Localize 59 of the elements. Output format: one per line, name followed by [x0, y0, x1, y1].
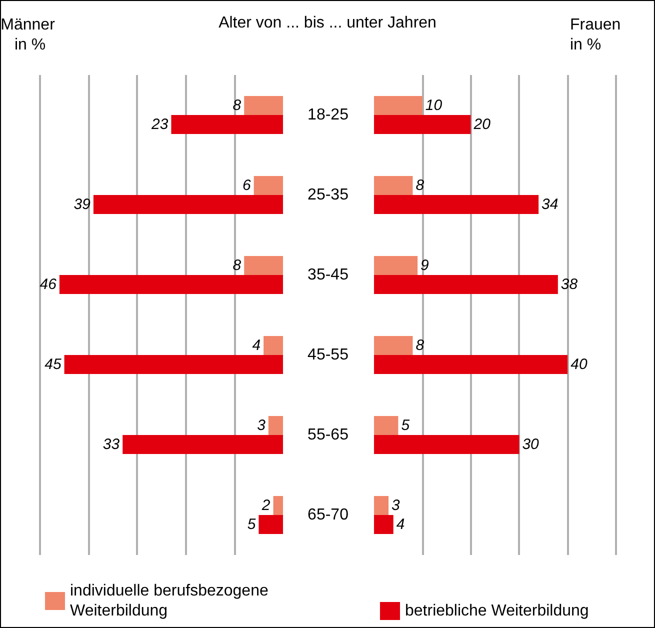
data-label: 10: [425, 97, 443, 114]
data-label: 23: [150, 116, 169, 133]
bar: [122, 435, 283, 454]
bar: [374, 435, 520, 454]
data-label: 8: [232, 97, 242, 114]
y-tick-label: 18-25: [308, 106, 349, 124]
text: Alter von ... bis ... unter Jahren: [218, 14, 436, 32]
bar: [171, 115, 283, 134]
bar: [254, 176, 283, 195]
data-label: 9: [420, 257, 430, 274]
x-axis-title: Männer in %: [0, 16, 60, 54]
y-tick-label: 35-45: [308, 266, 349, 284]
data-label: 4: [396, 516, 405, 533]
bar: [374, 195, 539, 214]
y-tick-label: 25-35: [308, 186, 349, 204]
y-tick-label: 45-55: [308, 346, 349, 364]
data-label: 5: [247, 516, 256, 533]
bar: [374, 336, 413, 355]
bar: [374, 96, 422, 115]
data-label: 8: [416, 177, 425, 194]
data-label: 40: [570, 356, 588, 373]
bar: [374, 275, 558, 294]
bar: [273, 496, 283, 515]
bar: [244, 256, 283, 275]
legend-label: individuelle berufsbezogene Weiterbildung: [70, 582, 273, 620]
y-tick-label: 65-70: [308, 506, 349, 524]
bar: [64, 355, 283, 374]
data-label: 3: [392, 497, 401, 514]
bar: [264, 336, 283, 355]
bar: [374, 496, 389, 515]
data-label: 8: [232, 257, 242, 274]
bar: [93, 195, 283, 214]
bar: [374, 355, 568, 374]
data-label: 46: [40, 276, 58, 293]
bar: [374, 256, 418, 275]
y-tick-label: 55-65: [308, 426, 349, 444]
x-axis-title: Frauen in %: [570, 16, 626, 54]
data-label: 33: [102, 436, 120, 453]
data-label: 6: [242, 177, 252, 194]
data-label: 20: [472, 116, 492, 133]
data-label: 39: [74, 196, 92, 213]
bar: [374, 115, 471, 134]
bar: [374, 416, 398, 435]
bar: [244, 96, 283, 115]
data-label: 5: [401, 417, 410, 434]
data-label: 45: [44, 356, 62, 373]
bar: [258, 515, 283, 534]
data-label: 3: [257, 417, 266, 434]
data-label: 4: [252, 337, 261, 354]
bar: [59, 275, 283, 294]
data-label: 8: [416, 337, 425, 354]
legend-label: betriebliche Weiterbildung: [405, 602, 589, 620]
data-label: 30: [522, 436, 540, 453]
bar: [268, 416, 283, 435]
bar: [374, 176, 413, 195]
bar: [374, 515, 394, 534]
data-label: 38: [560, 276, 578, 293]
data-label: 34: [542, 196, 558, 213]
data-label: 2: [260, 497, 271, 514]
